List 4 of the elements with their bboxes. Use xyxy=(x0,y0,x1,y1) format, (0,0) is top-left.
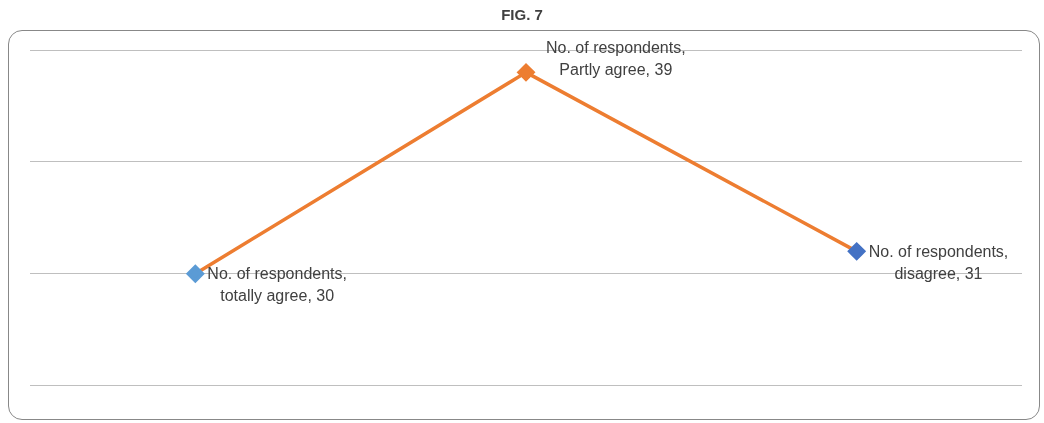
chart-title: FIG. 7 xyxy=(500,6,544,23)
data-label: No. of respondents, disagree, 31 xyxy=(868,242,1009,282)
data-label: No. of respondents, Partly agree, 39 xyxy=(546,38,686,78)
data-label: No. of respondents, totally agree, 30 xyxy=(207,265,347,305)
